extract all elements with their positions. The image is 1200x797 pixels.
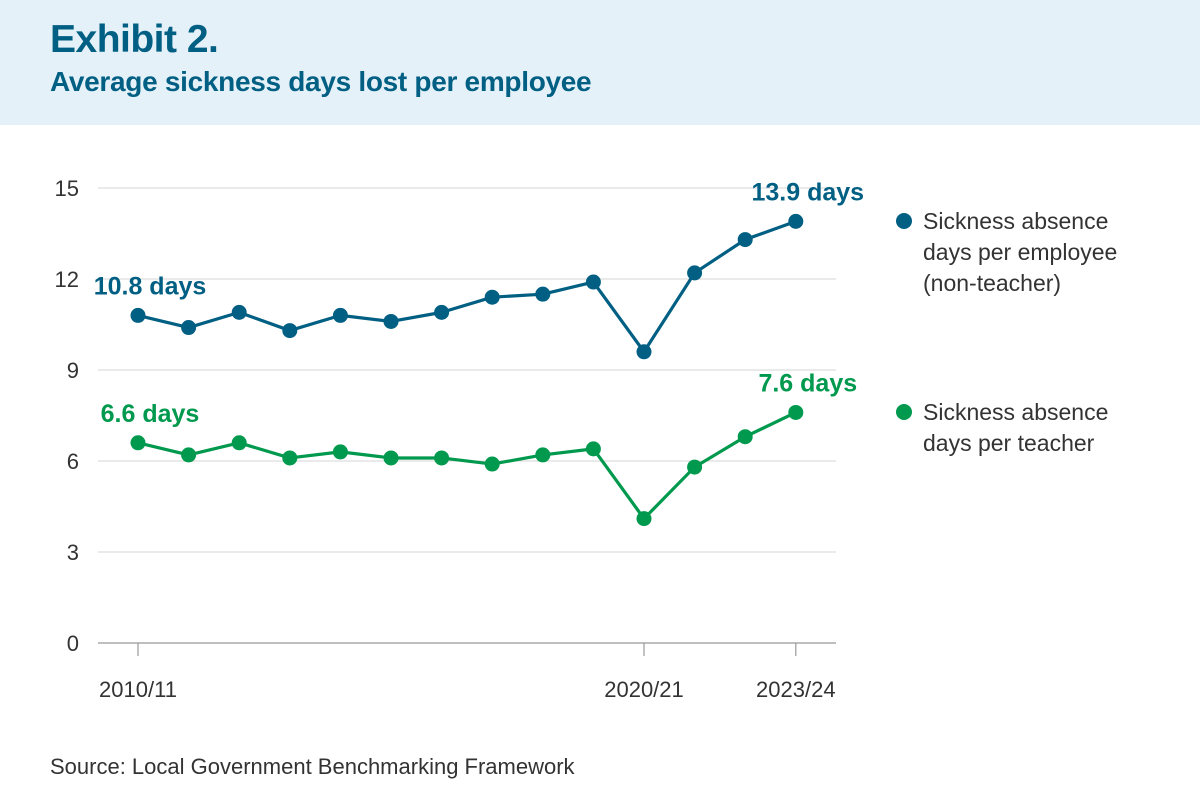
data-point [231, 435, 247, 451]
series-line [136, 410, 798, 521]
data-point [788, 213, 804, 229]
data-point [130, 435, 146, 451]
data-point [231, 304, 247, 320]
legend-line: days per employee [923, 239, 1118, 265]
header-band: Exhibit 2. Average sickness days lost pe… [0, 0, 1200, 125]
legend-line: (non-teacher) [923, 270, 1062, 296]
data-label: 6.6 days [101, 400, 200, 428]
legend-line: Sickness absence [923, 399, 1109, 425]
data-label: 10.8 days [94, 272, 207, 300]
legend-line: days per teacher [923, 430, 1095, 456]
data-point [383, 313, 399, 329]
data-point [585, 274, 601, 290]
y-tick-label: 6 [67, 449, 79, 474]
data-point [484, 289, 500, 305]
y-tick-label: 0 [67, 631, 79, 656]
y-tick-label: 15 [55, 176, 79, 201]
data-point [636, 511, 652, 527]
data-point [636, 344, 652, 360]
data-point [687, 265, 703, 281]
data-label: 7.6 days [758, 369, 857, 397]
y-tick-label: 12 [55, 267, 79, 292]
data-point [383, 450, 399, 466]
chart-title: Average sickness days lost per employee [50, 66, 592, 97]
data-point [687, 459, 703, 475]
data-point [434, 304, 450, 320]
x-tick-label: 2010/11 [99, 677, 177, 702]
source-note: Source: Local Government Benchmarking Fr… [50, 754, 575, 779]
y-tick-label: 3 [67, 540, 79, 565]
y-tick-label: 9 [67, 358, 79, 383]
data-point [788, 404, 804, 420]
legend-marker [896, 404, 912, 420]
data-point [282, 450, 298, 466]
legend-label: Sickness absence days per teacher [923, 397, 1183, 459]
series-line [136, 219, 798, 354]
data-point [434, 450, 450, 466]
exhibit-label: Exhibit 2. [50, 18, 219, 61]
data-point [130, 307, 146, 323]
data-point [535, 447, 551, 463]
data-point [535, 286, 551, 302]
data-label: 13.9 days [752, 178, 865, 206]
data-point [737, 429, 753, 445]
data-point [332, 307, 348, 323]
data-point [484, 456, 500, 472]
data-point [737, 232, 753, 248]
legend-label: Sickness absence days per employee (non-… [923, 206, 1183, 299]
data-point [332, 444, 348, 460]
data-point [181, 447, 197, 463]
legend-marker [896, 213, 912, 229]
x-tick-label: 2020/21 [604, 677, 684, 702]
x-tick-label: 2023/24 [756, 677, 836, 702]
data-point [282, 323, 298, 339]
data-point [181, 320, 197, 336]
data-point [585, 441, 601, 457]
legend-line: Sickness absence [923, 208, 1109, 234]
